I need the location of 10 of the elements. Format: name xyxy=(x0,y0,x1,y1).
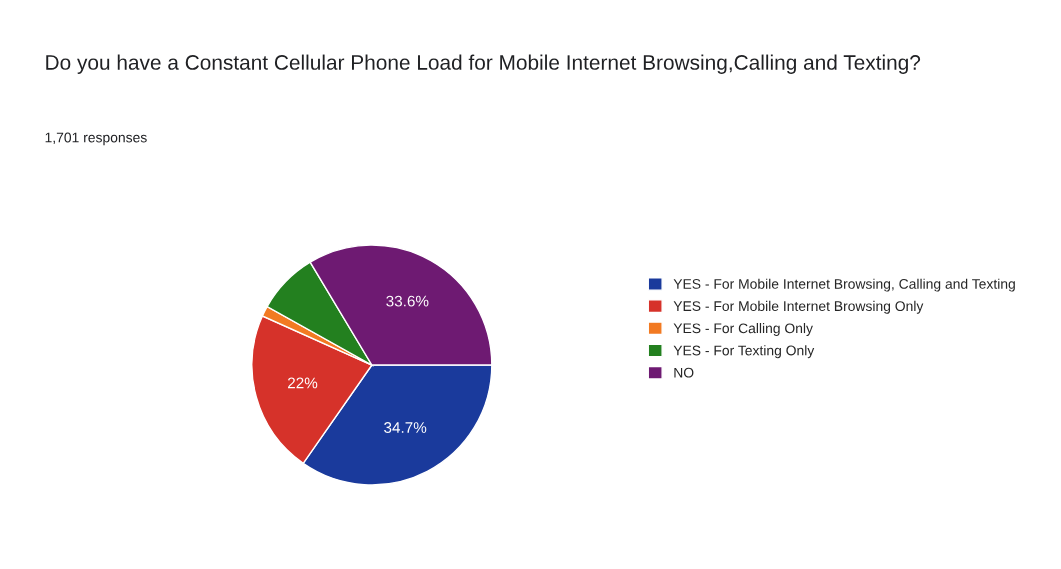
data-label: 33.6% xyxy=(386,295,429,307)
text: 1,701 responses xyxy=(45,132,147,146)
data-label: 22% xyxy=(288,377,318,389)
legend-label: YES - For Calling Only xyxy=(673,323,813,336)
data-label: 34.7% xyxy=(384,422,427,433)
legend-label: NO xyxy=(674,367,694,378)
legend-label: YES - For Texting Only xyxy=(673,345,815,359)
legend-label: YES - For Mobile Internet Browsing, Calling and Texting xyxy=(673,278,1015,292)
legend-label: YES - For Mobile Internet Browsing Only xyxy=(673,300,924,314)
chart-title: Do you have a Constant Cellular Phone Load for Mobile Internet Browsing,Calling and Texting? xyxy=(46,54,921,74)
